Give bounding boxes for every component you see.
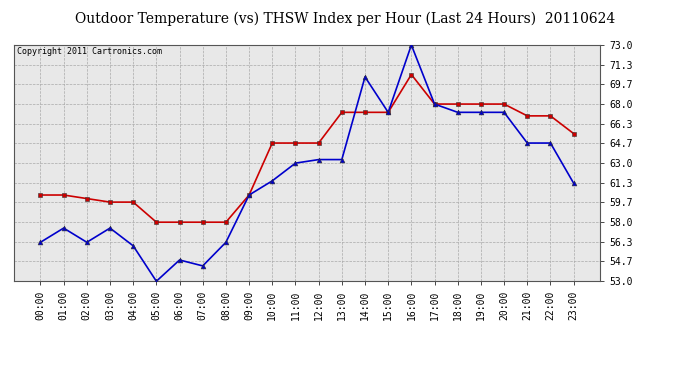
Text: Outdoor Temperature (vs) THSW Index per Hour (Last 24 Hours)  20110624: Outdoor Temperature (vs) THSW Index per … [75,11,615,26]
Text: Copyright 2011 Cartronics.com: Copyright 2011 Cartronics.com [17,47,161,56]
